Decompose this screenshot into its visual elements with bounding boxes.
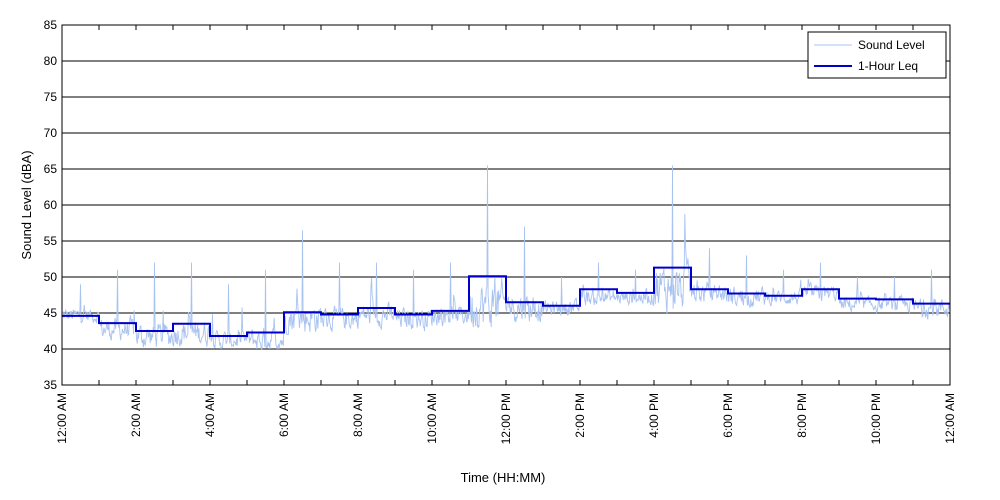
x-tick-label: 2:00 AM <box>129 393 143 437</box>
x-tick-label: 10:00 PM <box>869 393 883 444</box>
x-tick-label: 6:00 AM <box>277 393 291 437</box>
y-tick-label: 65 <box>44 162 58 176</box>
y-tick-label: 50 <box>44 270 58 284</box>
series-layer <box>61 165 951 350</box>
y-tick-label: 80 <box>44 54 58 68</box>
legend-label-sound-level: Sound Level <box>858 38 925 52</box>
y-tick-label: 35 <box>44 378 58 392</box>
y-tick-label: 55 <box>44 234 58 248</box>
x-tick-label: 12:00 AM <box>55 393 69 444</box>
x-tick-label: 8:00 AM <box>351 393 365 437</box>
y-tick-label: 40 <box>44 342 58 356</box>
series-1-hour-leq-step <box>62 266 950 338</box>
y-tick-label: 75 <box>44 90 58 104</box>
y-axis-title: Sound Level (dBA) <box>19 150 34 259</box>
legend: Sound Level 1-Hour Leq <box>807 31 947 79</box>
x-tick-label: 12:00 AM <box>943 393 957 444</box>
x-axis-title: Time (HH:MM) <box>461 470 546 485</box>
x-tick-label: 6:00 PM <box>721 393 735 438</box>
x-tick-label: 4:00 AM <box>203 393 217 437</box>
y-tick-label: 85 <box>44 18 58 32</box>
x-tick-label: 2:00 PM <box>573 393 587 438</box>
x-tick-label: 10:00 AM <box>425 393 439 444</box>
y-tick-label: 70 <box>44 126 58 140</box>
y-tick-label: 45 <box>44 306 58 320</box>
x-axis-ticks: 12:00 AM 2:00 AM 4:00 AM 6:00 AM 8:00 AM 10:0… <box>55 25 957 444</box>
legend-box <box>807 31 947 79</box>
x-tick-label: 4:00 PM <box>647 393 661 438</box>
y-tick-label: 60 <box>44 198 58 212</box>
x-tick-label: 12:00 PM <box>499 393 513 444</box>
plot-border <box>61 24 951 386</box>
legend-label-1-hour-leq: 1-Hour Leq <box>858 59 918 73</box>
x-tick-label: 8:00 PM <box>795 393 809 438</box>
